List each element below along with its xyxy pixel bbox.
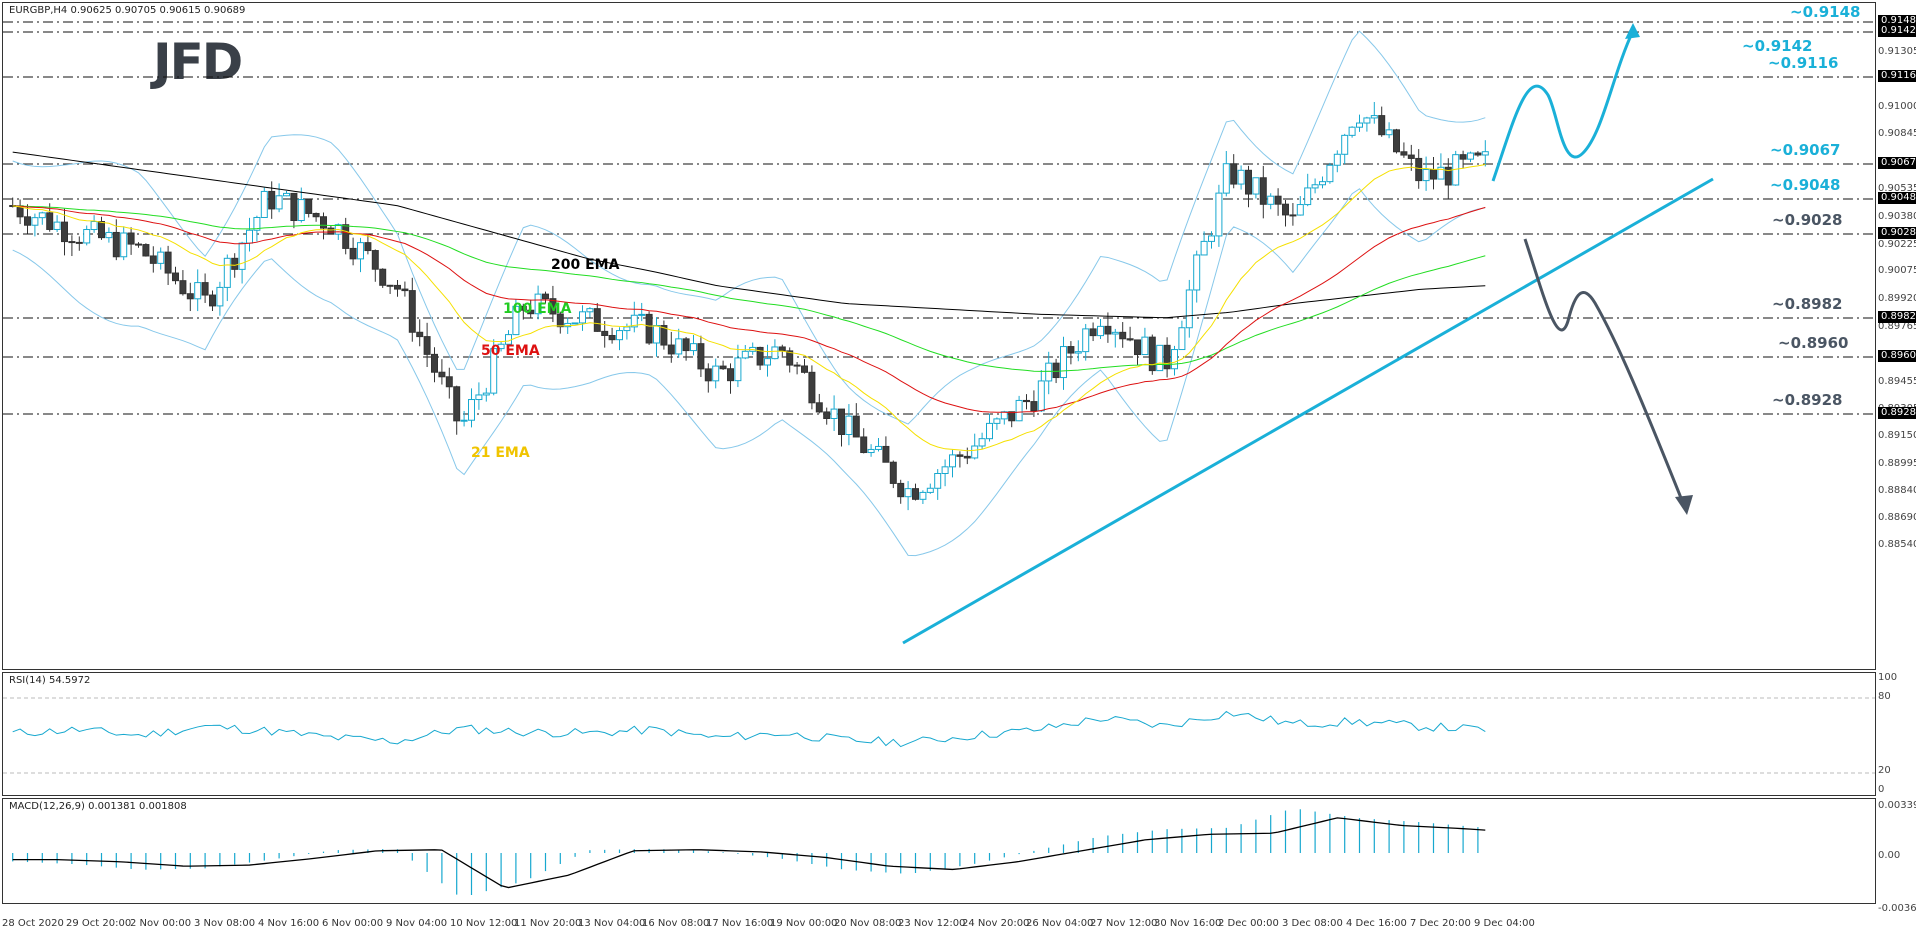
price-tick: 0.90380 <box>1878 211 1916 222</box>
time-tick: 7 Dec 20:00 <box>1410 918 1471 929</box>
price-tick: 0.90225 <box>1878 238 1916 250</box>
level-label: ~0.8982 <box>1772 295 1843 313</box>
ema200-label: 200 EMA <box>551 257 620 273</box>
price-tick: 0.89920 <box>1878 292 1916 304</box>
macd-pane[interactable]: MACD(12,26,9) 0.001381 0.001808 <box>2 798 1876 904</box>
price-tick: 0.91000 <box>1878 100 1916 112</box>
ema100-label: 100 EMA <box>503 301 572 317</box>
time-tick: 9 Nov 04:00 <box>386 918 448 929</box>
price-tick: 0.89455 <box>1878 375 1916 387</box>
price-tick: 0.90075 <box>1878 265 1916 277</box>
time-tick: 24 Nov 20:00 <box>962 918 1030 929</box>
symbol-info: EURGBP,H4 0.90625 0.90705 0.90615 0.9068… <box>9 5 246 16</box>
macd-canvas <box>12 809 1486 896</box>
macd-tick-min: -0.003636 <box>1878 903 1916 914</box>
price-tick: 0.90535 <box>1878 183 1916 195</box>
time-tick: 23 Nov 12:00 <box>898 918 966 929</box>
price-tick: 0.88540 <box>1878 538 1916 550</box>
time-tick: 4 Nov 16:00 <box>258 918 320 929</box>
rsi-tick-0: 0 <box>1878 784 1885 795</box>
rsi-pane[interactable]: RSI(14) 54.5972 <box>2 672 1876 796</box>
time-tick: 27 Nov 12:00 <box>1090 918 1158 929</box>
time-tick: 13 Nov 04:00 <box>578 918 646 929</box>
level-label: ~0.9067 <box>1770 141 1841 159</box>
time-tick: 20 Nov 08:00 <box>834 918 902 929</box>
price-tick: 0.88690 <box>1878 512 1916 524</box>
time-tick: 11 Nov 20:00 <box>514 918 582 929</box>
jfd-logo: JFD <box>153 33 243 91</box>
level-label: ~0.9148 <box>1790 3 1861 21</box>
rsi-canvas <box>3 697 1875 774</box>
time-tick: 6 Nov 00:00 <box>322 918 384 929</box>
price-tick: 0.88995 <box>1878 457 1916 469</box>
level-label: ~0.9116 <box>1768 54 1839 72</box>
rsi-tick-80: 80 <box>1878 691 1891 702</box>
time-tick: 29 Oct 20:00 <box>66 918 132 929</box>
level-label: ~0.9028 <box>1772 211 1843 229</box>
price-chart-pane[interactable]: EURGBP,H4 0.90625 0.90705 0.90615 0.9068… <box>2 2 1876 670</box>
time-tick: 16 Nov 08:00 <box>642 918 710 929</box>
time-tick: 28 Oct 2020 <box>2 918 64 929</box>
level-label: ~0.8960 <box>1778 334 1849 352</box>
time-tick: 3 Dec 08:00 <box>1282 918 1343 929</box>
macd-title: MACD(12,26,9) 0.001381 0.001808 <box>9 801 187 812</box>
time-tick: 26 Nov 04:00 <box>1026 918 1094 929</box>
price-tick: 0.91305 <box>1878 46 1916 58</box>
price-tick: 0.89765 <box>1878 320 1916 332</box>
time-tick: 4 Dec 16:00 <box>1346 918 1407 929</box>
level-label: ~0.9048 <box>1770 176 1841 194</box>
rsi-title: RSI(14) 54.5972 <box>9 675 91 686</box>
time-tick: 19 Nov 00:00 <box>770 918 838 929</box>
time-tick: 9 Dec 04:00 <box>1474 918 1535 929</box>
price-tick: 0.89150 <box>1878 430 1916 442</box>
time-tick: 30 Nov 16:00 <box>1154 918 1222 929</box>
ema21-label: 21 EMA <box>471 445 530 461</box>
ema50-label: 50 EMA <box>481 343 540 359</box>
macd-tick-max: 0.003391 <box>1878 800 1916 811</box>
price-chart-canvas <box>3 21 1875 645</box>
level-label: ~0.9142 <box>1742 37 1813 55</box>
price-tick: 0.90845 <box>1878 128 1916 140</box>
time-tick: 10 Nov 12:00 <box>450 918 518 929</box>
time-tick: 3 Nov 08:00 <box>194 918 256 929</box>
macd-tick-zero: 0.00 <box>1878 850 1901 861</box>
price-tick: 0.88840 <box>1878 485 1916 497</box>
time-tick: 17 Nov 16:00 <box>706 918 774 929</box>
time-tick: 2 Nov 00:00 <box>130 918 192 929</box>
rsi-tick-100: 100 <box>1878 672 1898 683</box>
time-tick: 2 Dec 00:00 <box>1218 918 1279 929</box>
level-label: ~0.8928 <box>1772 391 1843 409</box>
rsi-tick-20: 20 <box>1878 765 1891 776</box>
